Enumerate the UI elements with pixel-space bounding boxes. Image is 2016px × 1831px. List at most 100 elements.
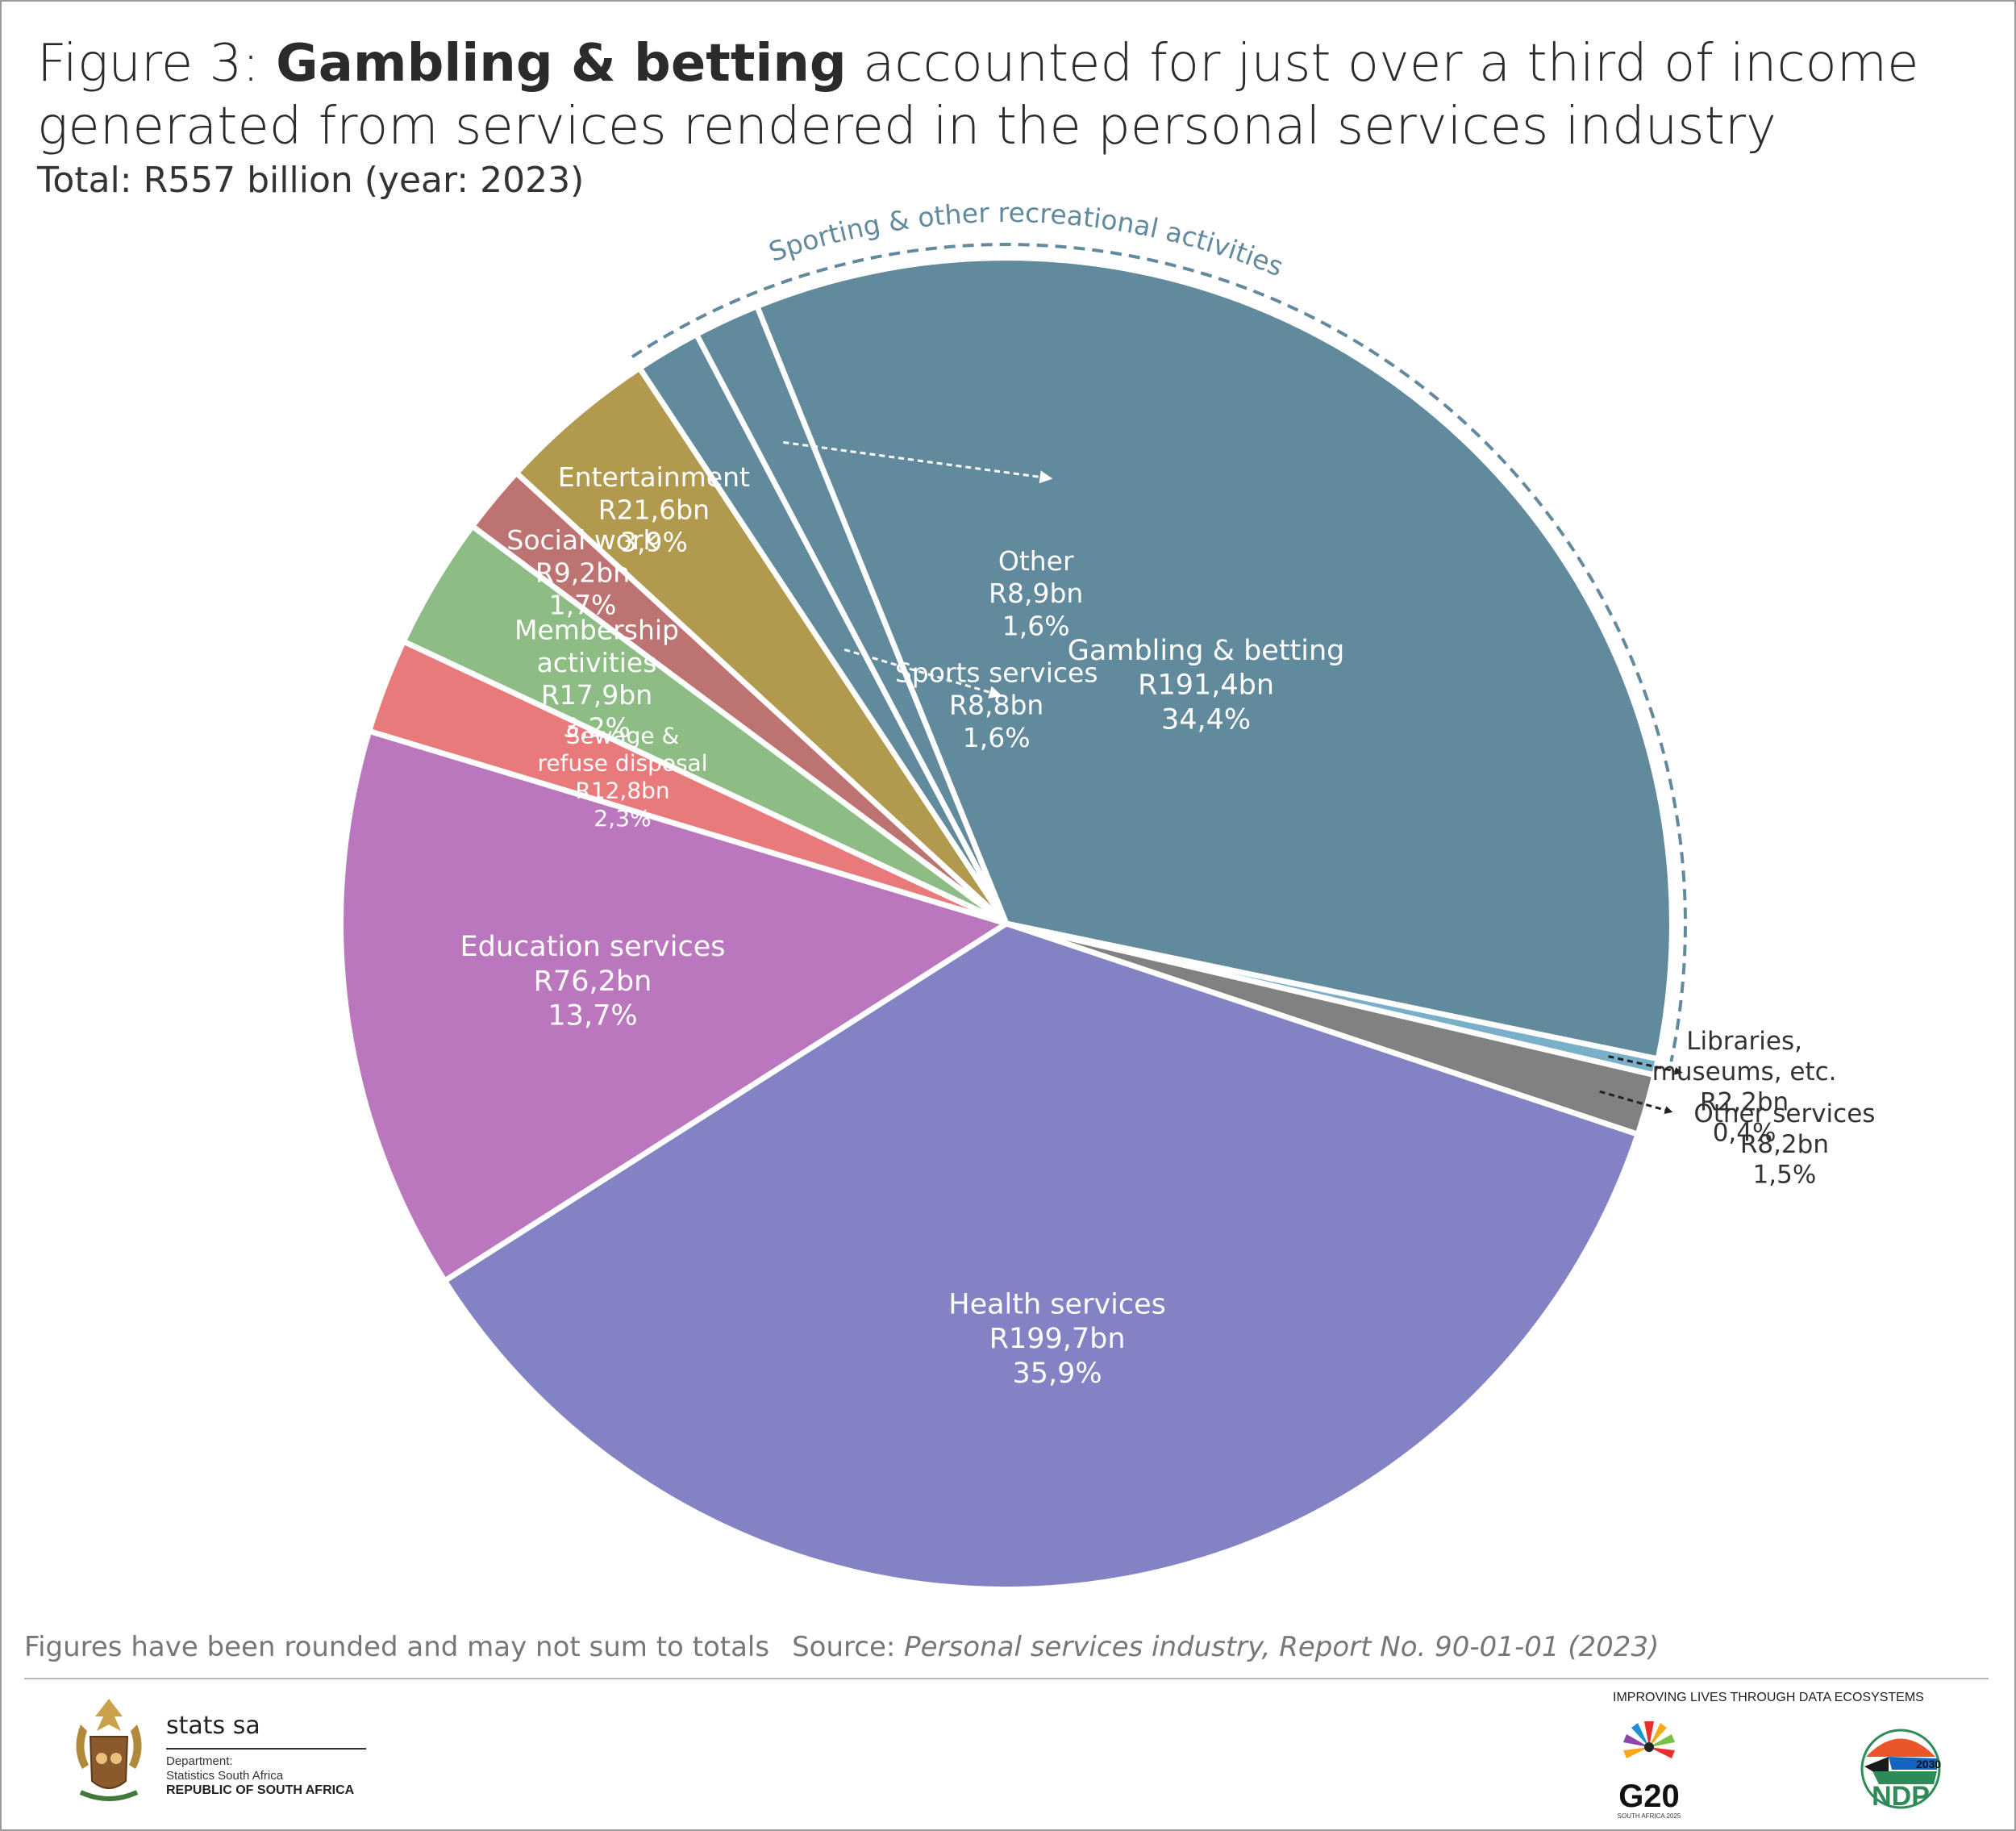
slice-label-percent: 3,2% [563, 711, 631, 743]
slice-label-percent: 1,7% [549, 590, 617, 621]
rounding-note: Figures have been rounded and may not su… [24, 1631, 770, 1663]
slice-label-name: Education services [460, 931, 726, 963]
slice-label-value: R8,8bn [949, 690, 1043, 721]
org-country: REPUBLIC OF SOUTH AFRICA [166, 1783, 355, 1797]
chart-subtitle: Total: R557 billion (year: 2023) [37, 160, 585, 201]
slice-label-percent: 1,5% [1753, 1161, 1817, 1190]
slice-label-value: R8,2bn [1740, 1130, 1829, 1159]
slice-label-percent: 13,7% [548, 1000, 637, 1032]
slice-label-name: Libraries, [1686, 1027, 1802, 1056]
slice-label-name: Other [998, 545, 1074, 577]
pie-slice-entertainment [518, 370, 1006, 924]
pie-slice-education-services [344, 732, 1006, 1280]
slice-label-name: refuse disposal [537, 750, 707, 777]
slice-divider [403, 639, 1008, 927]
slice-label-percent: 2,3% [594, 805, 651, 832]
slice-label-name: Social work [506, 524, 659, 556]
slice-label-percent: 34,4% [1161, 703, 1251, 736]
pie-slice-health-services [447, 924, 1635, 1587]
slice-label-value: R76,2bn [534, 966, 652, 998]
slice-label-name: Membership [514, 615, 679, 646]
group-bracket-arc [631, 243, 1687, 1062]
slice-divider [1006, 920, 1655, 1078]
tagline: IMPROVING LIVES THROUGH DATA ECOSYSTEMS [1613, 1691, 1924, 1704]
pie-slice-other [698, 308, 1006, 924]
pie-slice-membership-activities [406, 528, 1006, 924]
slice-label-name: Health services [948, 1289, 1166, 1321]
slice-divider [369, 728, 1008, 927]
pie-slice-social-work [474, 474, 1006, 924]
org-dept-label: Department: [166, 1754, 233, 1768]
title-prefix: Figure 3: [37, 34, 277, 94]
org-name: stats sa [166, 1712, 260, 1740]
g20-text: G20 [1618, 1779, 1680, 1814]
g20-subtext: SOUTH AFRICA 2025 [1618, 1812, 1681, 1820]
ndp-logo-icon: 2030 NDP [1860, 1729, 1941, 1812]
leader-arrow [1599, 1090, 1673, 1114]
slice-label-name: activities [537, 647, 657, 678]
slice-label-value: R9,2bn [535, 557, 630, 589]
slice-label-value: R8,9bn [989, 578, 1083, 609]
slice-label-value: R17,9bn [541, 679, 652, 711]
dividers-layer [369, 306, 1658, 1283]
slice-divider [1005, 920, 1638, 1137]
g20-logo-icon: G20 SOUTH AFRICA 2025 [1618, 1721, 1681, 1820]
source-prefix: Source: [792, 1631, 905, 1663]
chart-title: Figure 3: Gambling & betting accounted f… [37, 32, 1989, 158]
slice-label-percent: 0,4% [1713, 1118, 1776, 1147]
slice-divider [755, 306, 1010, 925]
slice-label-value: R191,4bn [1138, 669, 1274, 702]
slice-label-value: R21,6bn [598, 494, 710, 525]
org-underline [166, 1748, 366, 1750]
slice-label-name: museums, etc. [1652, 1057, 1837, 1087]
slice-divider [694, 334, 1010, 925]
slice-label-name: Other services [1693, 1099, 1875, 1128]
title-bold: Gambling & betting [276, 34, 847, 94]
slice-divider [515, 471, 1009, 926]
leader-arrow [843, 648, 1002, 699]
pie-chart: Sporting & other recreational activities… [344, 197, 1875, 1587]
slice-label-value: R12,8bn [575, 778, 669, 804]
ndp-year: 2030 [1916, 1758, 1941, 1771]
slice-divider [637, 367, 1009, 925]
pie-slice-gambling-and-betting [758, 261, 1669, 1059]
source-line: Source: Personal services industry, Repo… [792, 1631, 1659, 1663]
slice-label-name: Entertainment [558, 461, 750, 493]
footnote: Figures have been rounded and may not su… [24, 1631, 1659, 1663]
slice-label-value: R2,2bn [1700, 1088, 1789, 1117]
footer-divider [24, 1678, 1989, 1679]
title-rest: accounted for just over a third of incom… [37, 34, 1919, 156]
slices-layer [344, 261, 1669, 1587]
leader-arrow [783, 440, 1053, 484]
slice-divider [471, 524, 1009, 926]
slice-divider [444, 921, 1008, 1283]
slice-label-value: R199,7bn [989, 1323, 1126, 1355]
ndp-text: NDP [1872, 1781, 1930, 1812]
slice-label-percent: 3,9% [620, 527, 688, 558]
org-department: Department: Statistics South Africa [166, 1754, 283, 1783]
coat-of-arms-icon [76, 1699, 142, 1801]
slice-label-name: Sewage & [566, 722, 680, 749]
slice-label-percent: 35,9% [1013, 1358, 1102, 1390]
slice-label-name: Sports services [895, 657, 1098, 688]
leader-arrow [1608, 1055, 1683, 1075]
slice-label-name: Gambling & betting [1068, 635, 1345, 667]
slice-label-percent: 1,6% [963, 722, 1031, 753]
pie-slice-sports-services [641, 336, 1006, 924]
org-dept-name: Statistics South Africa [166, 1769, 284, 1783]
slice-label-percent: 1,6% [1002, 611, 1070, 642]
pie-slice-sewage-and-refuse-disposal [372, 642, 1007, 924]
